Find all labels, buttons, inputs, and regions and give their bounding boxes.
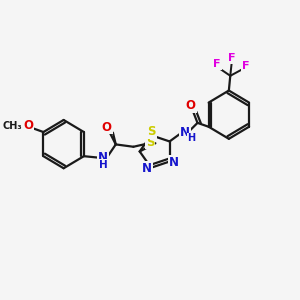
Text: O: O	[186, 99, 196, 112]
Text: N: N	[169, 156, 179, 169]
Text: F: F	[213, 59, 221, 69]
Text: N: N	[180, 125, 190, 139]
Text: F: F	[228, 53, 236, 63]
Text: S: S	[147, 124, 156, 138]
Text: S: S	[146, 136, 154, 148]
Text: N: N	[98, 151, 108, 164]
Text: O: O	[23, 119, 33, 132]
Text: O: O	[102, 121, 112, 134]
Text: H: H	[188, 134, 196, 143]
Text: F: F	[242, 61, 249, 71]
Text: N: N	[142, 162, 152, 175]
Text: H: H	[99, 160, 107, 170]
Text: CH₃: CH₃	[3, 121, 22, 130]
